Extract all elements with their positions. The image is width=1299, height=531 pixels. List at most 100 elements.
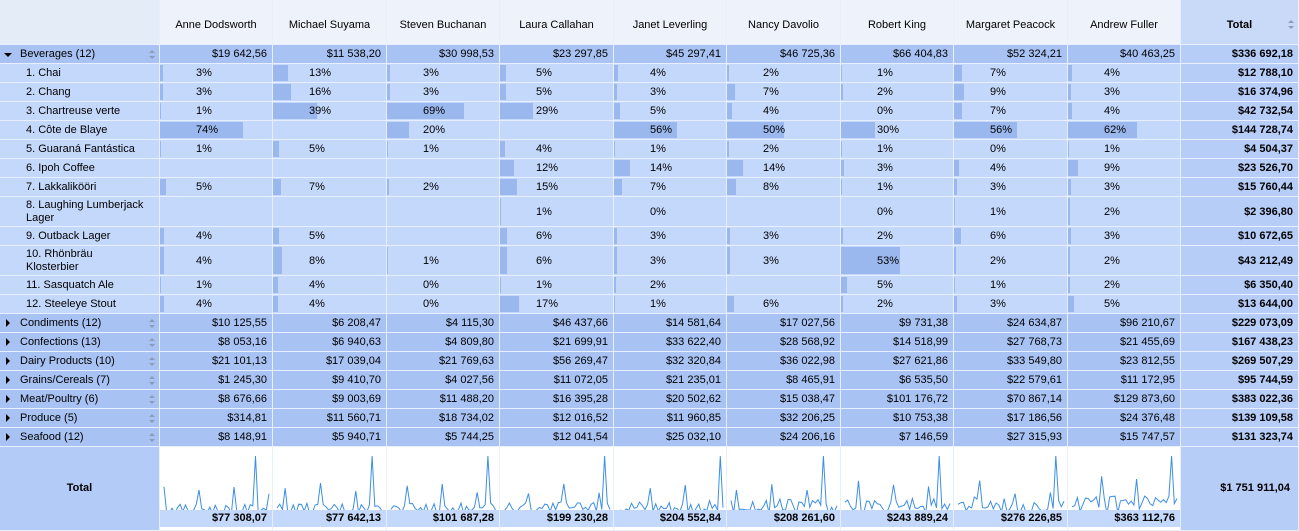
percent-bar	[273, 296, 278, 312]
sort-icon[interactable]	[149, 338, 155, 347]
cell-text: 1%	[423, 143, 439, 155]
total-strip: $77 642,13	[273, 510, 386, 527]
group-label[interactable]: Produce (5)	[0, 409, 160, 428]
value-cell: $5 940,71	[273, 428, 387, 447]
row-total-cell: $2 396,80	[1181, 197, 1299, 227]
value-cell	[727, 276, 841, 295]
row-label: Confections (13)	[20, 336, 101, 348]
cell-text: $243 889,24	[886, 512, 948, 524]
sparkline	[503, 455, 611, 514]
value-cell: 3%	[841, 159, 954, 178]
group-label[interactable]: Dairy Products (10)	[0, 352, 160, 371]
column-header[interactable]: Robert King	[841, 0, 954, 45]
cell-text: 4%	[196, 298, 212, 310]
value-cell: $14 581,64	[614, 314, 727, 333]
group-label[interactable]: Confections (13)	[0, 333, 160, 352]
row-total-cell: $144 728,74	[1181, 121, 1299, 140]
value-cell: 5%	[160, 178, 273, 197]
cell-text: 56%	[990, 124, 1013, 136]
percent-bar	[160, 141, 162, 157]
value-cell: 4%	[160, 227, 273, 246]
column-header[interactable]: Margaret Peacock	[954, 0, 1068, 45]
value-cell: 0%	[841, 102, 954, 121]
expand-arrow[interactable]	[6, 414, 10, 422]
group-label[interactable]: Seafood (12)	[0, 428, 160, 447]
group-label[interactable]: Meat/Poultry (6)	[0, 390, 160, 409]
group-label[interactable]: Grains/Cereals (7)	[0, 371, 160, 390]
cell-text: 0%	[877, 105, 893, 117]
cell-text: $139 109,58	[1231, 412, 1293, 424]
percent-bar	[727, 247, 731, 274]
percent-bar	[727, 141, 730, 157]
column-header[interactable]: Michael Suyama	[273, 0, 387, 45]
cell-text: $52 324,21	[1006, 48, 1062, 60]
percent-bar	[500, 141, 505, 157]
value-cell	[387, 227, 500, 246]
expand-arrow[interactable]	[6, 357, 10, 365]
cell-text: $46 437,66	[552, 317, 608, 329]
row-total-cell: $15 760,44	[1181, 178, 1299, 197]
cell-text: $101 176,72	[886, 393, 948, 405]
sort-icon[interactable]	[149, 50, 155, 59]
sort-icon[interactable]	[149, 414, 155, 423]
cell-text: $8 053,16	[218, 336, 267, 348]
value-cell: $4 809,80	[387, 333, 500, 352]
column-header[interactable]: Anne Dodsworth	[160, 0, 273, 45]
value-cell: $8 053,16	[160, 333, 273, 352]
cell-text: 5%	[309, 230, 325, 242]
column-header[interactable]: Laura Callahan	[500, 0, 614, 45]
cell-text: $6 940,63	[332, 336, 381, 348]
collapse-arrow[interactable]	[4, 53, 12, 57]
value-cell: 3%	[727, 227, 841, 246]
sort-icon[interactable]	[149, 433, 155, 442]
expand-arrow[interactable]	[6, 433, 10, 441]
value-cell: $40 463,25	[1068, 45, 1181, 64]
sort-icon[interactable]	[149, 395, 155, 404]
cell-text: $363 112,76	[1114, 512, 1175, 524]
value-cell: $18 734,02	[387, 409, 500, 428]
group-label[interactable]: Condiments (12)	[0, 314, 160, 333]
percent-bar	[954, 247, 957, 274]
sort-icon[interactable]	[149, 319, 155, 328]
percent-bar	[387, 84, 391, 100]
cell-text: 1%	[877, 143, 893, 155]
value-cell: 3%	[614, 227, 727, 246]
value-cell: $14 518,99	[841, 333, 954, 352]
column-header[interactable]: Nancy Davolio	[727, 0, 841, 45]
cell-text: 7%	[763, 86, 779, 98]
column-header[interactable]: Janet Leverling	[614, 0, 727, 45]
cell-text: $314,81	[227, 412, 267, 424]
sort-icon[interactable]	[149, 376, 155, 385]
percent-bar	[614, 179, 622, 195]
expand-arrow[interactable]	[6, 319, 10, 327]
row-total-cell: $167 438,23	[1181, 333, 1299, 352]
value-cell: $16 395,28	[500, 390, 614, 409]
column-header[interactable]: Andrew Fuller	[1068, 0, 1181, 45]
value-cell: 7%	[954, 64, 1068, 83]
expand-arrow[interactable]	[6, 338, 10, 346]
value-cell: 1%	[500, 276, 614, 295]
cell-text: 30%	[877, 124, 900, 136]
cell-text: 1%	[196, 279, 212, 291]
cell-text: 16%	[309, 86, 332, 98]
sort-icon[interactable]	[1288, 20, 1294, 29]
group-label[interactable]: Beverages (12)	[0, 45, 160, 64]
sparkline	[1071, 455, 1178, 515]
cell-text: 4%	[1104, 105, 1120, 117]
column-header[interactable]: Total	[1181, 0, 1299, 45]
percent-bar	[954, 122, 1018, 138]
expand-arrow[interactable]	[6, 395, 10, 403]
percent-bar	[954, 84, 965, 100]
total-strip: $101 687,28	[387, 510, 499, 527]
cell-text: $19 642,56	[211, 48, 267, 60]
value-cell: $21 235,01	[614, 371, 727, 390]
cell-text: $11 960,85	[666, 412, 721, 424]
sort-icon[interactable]	[149, 357, 155, 366]
cell-text: $70 867,14	[1006, 393, 1062, 405]
percent-bar	[727, 160, 743, 176]
column-header[interactable]: Steven Buchanan	[387, 0, 500, 45]
item-label: 10. Rhönbräu Klosterbier	[0, 246, 160, 276]
expand-arrow[interactable]	[6, 376, 10, 384]
cell-text: $8 148,91	[218, 431, 267, 443]
cell-text: 1%	[196, 105, 212, 117]
